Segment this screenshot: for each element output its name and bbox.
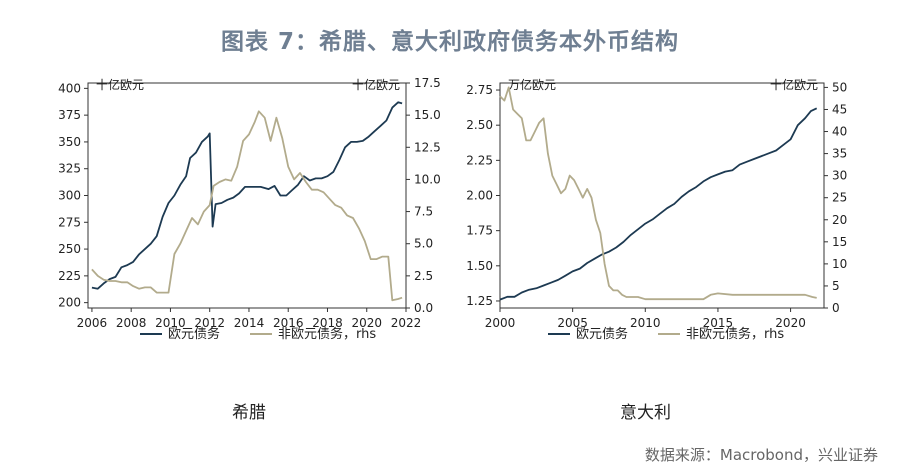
x-tick-label: 2014 [234, 316, 265, 330]
x-tick-label: 2018 [312, 316, 343, 330]
y-right-tick-label: 7.5 [414, 205, 433, 219]
y-left-tick-label: 1.25 [466, 294, 493, 308]
left-axis-unit: 万亿欧元 [508, 77, 556, 92]
y-left-tick-label: 350 [58, 135, 81, 149]
x-tick-label: 2006 [77, 316, 108, 330]
y-left-tick-label: 2.50 [466, 118, 493, 132]
legend-label: 欧元债务 [168, 326, 220, 342]
legend-label: 非欧元债务，rhs [278, 326, 376, 342]
greece-plot: 2006 2008 2010 2012 2014 2016 2018 2020 2022 200 2… [58, 76, 441, 342]
y-right-tick-label: 45 [832, 102, 847, 116]
y-right-tick-label: 17.5 [414, 76, 441, 90]
y-right-tick-label: 10 [832, 257, 847, 271]
x-tick-label: 2008 [116, 316, 147, 330]
y-left-tick-label: 325 [58, 162, 81, 176]
x-tick-label: 2005 [557, 316, 588, 330]
legend-label: 欧元债务 [576, 326, 628, 342]
x-tick-label: 2016 [273, 316, 304, 330]
y-left-tick-label: 225 [58, 269, 81, 283]
y-right-tick-label: 5.0 [414, 237, 433, 251]
y-left-tick-label: 2.75 [466, 83, 493, 97]
italy-plot: 2000 2005 2010 2015 20201.251.501.752.002.25… [466, 77, 847, 342]
source-note: 数据来源：Macrobond，兴业证券 [644, 446, 878, 464]
y-right-tick-label: 25 [832, 191, 847, 205]
greece-series-euro-line [91, 101, 403, 290]
y-right-tick-label: 40 [832, 125, 847, 139]
italy-series-euro-line [499, 107, 818, 301]
greece-frame [87, 82, 407, 309]
greece-series-non-euro-line [91, 110, 403, 302]
legend-label: 非欧元债务，rhs [686, 326, 784, 342]
y-left-tick-label: 300 [58, 189, 81, 203]
x-tick-label: 2010 [155, 316, 186, 330]
y-right-tick-label: 30 [832, 169, 847, 183]
y-left-tick-label: 250 [58, 242, 81, 256]
y-left-tick-label: 2.00 [466, 189, 493, 203]
x-tick-label: 2000 [485, 316, 516, 330]
y-left-tick-label: 200 [58, 296, 81, 310]
y-left-tick-label: 375 [58, 108, 81, 122]
y-right-tick-label: 12.5 [414, 140, 441, 154]
x-tick-label: 2015 [703, 316, 734, 330]
y-left-tick-label: 1.50 [466, 259, 493, 273]
left-axis-unit: 十亿欧元 [96, 77, 144, 92]
y-right-tick-label: 5 [832, 279, 840, 293]
x-tick-label: 2022 [391, 316, 422, 330]
right-axis-unit: 十亿欧元 [352, 77, 400, 92]
italy-caption: 意大利 [620, 403, 671, 423]
right-axis-unit: 十亿欧元 [770, 77, 818, 92]
page-title: 图表 7：希腊、意大利政府债务本外币结构 [220, 29, 679, 55]
y-left-tick-label: 275 [58, 215, 81, 229]
y-left-tick-label: 400 [58, 81, 81, 95]
y-right-tick-label: 10.0 [414, 172, 441, 186]
x-tick-label: 2020 [351, 316, 382, 330]
y-right-tick-label: 20 [832, 213, 847, 227]
y-right-tick-label: 15.0 [414, 108, 441, 122]
y-left-tick-label: 1.75 [466, 224, 493, 238]
x-tick-label: 2020 [775, 316, 806, 330]
y-right-tick-label: 15 [832, 235, 847, 249]
x-tick-label: 2012 [194, 316, 225, 330]
y-right-tick-label: 35 [832, 147, 847, 161]
greece-caption: 希腊 [232, 403, 266, 423]
x-tick-label: 2010 [630, 316, 661, 330]
y-right-tick-label: 50 [832, 80, 847, 94]
y-left-tick-label: 2.25 [466, 153, 493, 167]
italy-frame [499, 82, 825, 309]
y-right-tick-label: 2.5 [414, 269, 433, 283]
y-right-tick-label: 0 [832, 301, 840, 315]
italy-series-non-euro-line [499, 86, 817, 301]
y-right-tick-label: 0.0 [414, 301, 433, 315]
